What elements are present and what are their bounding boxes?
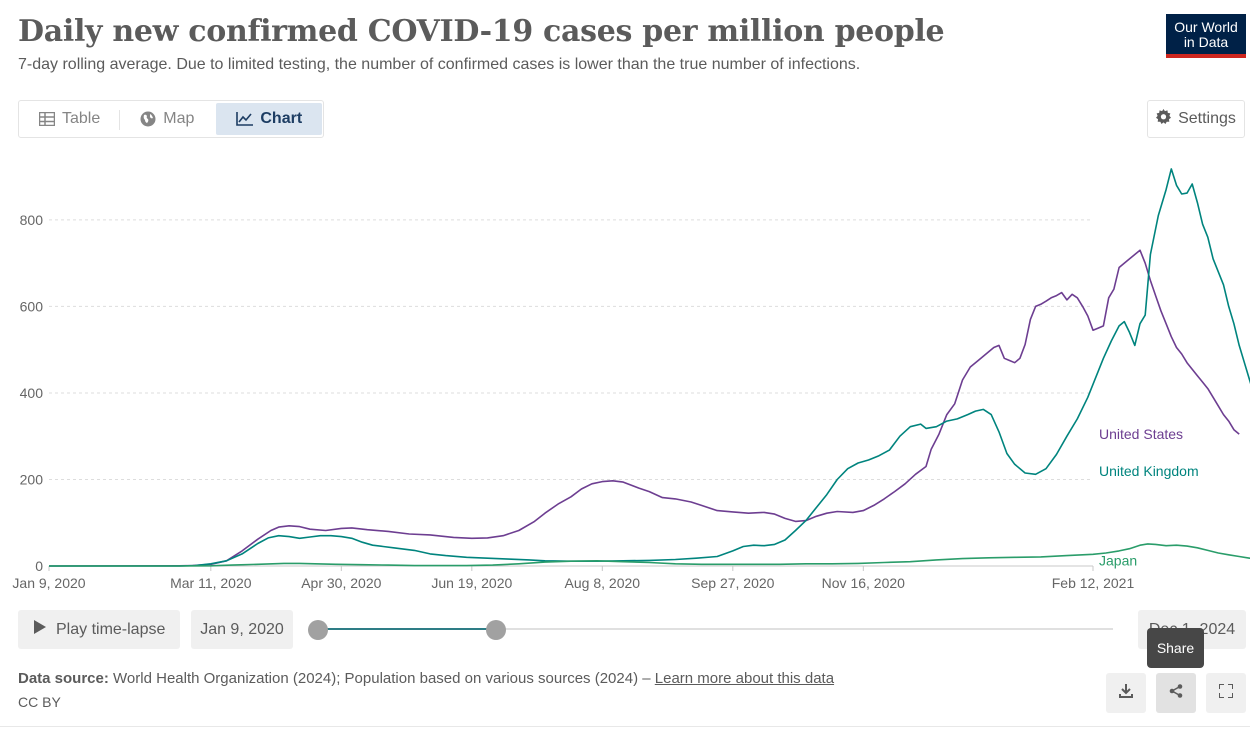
globe-icon [140, 111, 156, 127]
x-tick-label: Mar 11, 2020 [170, 575, 252, 591]
gear-icon [1156, 109, 1172, 129]
y-tick-label: 400 [20, 385, 44, 401]
tab-table-label: Table [62, 110, 101, 127]
play-icon [34, 620, 46, 639]
timeline-selected-range [318, 628, 496, 630]
download-icon [1119, 683, 1133, 703]
table-icon [39, 112, 55, 126]
chart-subtitle: 7-day rolling average. Due to limited te… [18, 56, 861, 73]
logo-line-2: in Data [1183, 34, 1229, 50]
settings-button[interactable]: Settings [1147, 100, 1245, 138]
view-tabs: Table Map Chart [18, 100, 324, 138]
learn-more-link[interactable]: Learn more about this data [654, 670, 835, 687]
license-text: CC BY [18, 694, 61, 710]
data-source-label: Data source: [18, 670, 109, 687]
fullscreen-button[interactable] [1206, 673, 1246, 713]
tab-chart-label: Chart [260, 110, 303, 127]
data-source-text: World Health Organization (2024); Popula… [113, 670, 651, 687]
series-lines [48, 168, 1250, 567]
chart-title: Daily new confirmed COVID-19 cases per m… [18, 14, 945, 49]
line-chart-icon [236, 112, 254, 126]
settings-label: Settings [1178, 110, 1236, 127]
tab-map[interactable]: Map [120, 101, 214, 137]
x-tick-label: Nov 16, 2020 [822, 575, 905, 591]
y-tick-label: 200 [20, 471, 44, 487]
tab-map-label: Map [163, 110, 195, 127]
footer-divider [0, 726, 1250, 727]
logo-line-1: Our World [1174, 19, 1238, 35]
x-tick-label: Apr 30, 2020 [301, 575, 381, 591]
x-tick-label: Jan 9, 2020 [12, 575, 85, 591]
y-axis-ticks: 0 200 400 600 800 [20, 212, 44, 574]
timeline-track[interactable] [318, 628, 1113, 630]
y-tick-label: 600 [20, 298, 44, 314]
download-button[interactable] [1106, 673, 1146, 713]
series-label-united-states[interactable]: United States [1099, 426, 1183, 442]
tab-table[interactable]: Table [19, 101, 121, 137]
timeline-start-handle[interactable] [308, 620, 328, 640]
owid-logo[interactable]: Our World in Data [1166, 14, 1246, 58]
series-line-japan[interactable] [49, 543, 1250, 567]
line-chart: 0 200 400 600 800 Jan 9, 2020 Mar 11, 2020 Apr… [12, 168, 1250, 591]
y-tick-label: 800 [20, 212, 44, 228]
y-tick-label: 0 [35, 558, 43, 574]
series-line-united-kingdom[interactable] [49, 168, 1250, 567]
x-tick-label: Jun 19, 2020 [431, 575, 512, 591]
tab-chart[interactable]: Chart [216, 103, 323, 135]
data-source: Data source: World Health Organization (… [18, 670, 834, 687]
share-button[interactable] [1156, 673, 1196, 713]
share-tooltip: Share [1147, 628, 1204, 668]
series-label-japan[interactable]: Japan [1099, 552, 1137, 568]
series-line-united-states[interactable] [48, 249, 1240, 567]
share-icon [1169, 683, 1183, 703]
expand-icon [1218, 682, 1234, 703]
x-tick-label: Aug 8, 2020 [565, 575, 641, 591]
start-date-box[interactable]: Jan 9, 2020 [191, 610, 293, 649]
timeline-end-handle[interactable] [486, 620, 506, 640]
x-tick-label: Feb 12, 2021 [1052, 575, 1135, 591]
play-timelapse-button[interactable]: Play time-lapse [18, 610, 180, 649]
series-label-united-kingdom[interactable]: United Kingdom [1099, 463, 1199, 479]
x-tick-label: Sep 27, 2020 [691, 575, 775, 591]
x-axis-ticks: Jan 9, 2020 Mar 11, 2020 Apr 30, 2020 Jun 1… [12, 566, 1134, 591]
play-timelapse-label: Play time-lapse [56, 620, 166, 638]
grid-lines [49, 219, 1093, 567]
series-labels: United States United Kingdom Japan [1099, 426, 1199, 568]
